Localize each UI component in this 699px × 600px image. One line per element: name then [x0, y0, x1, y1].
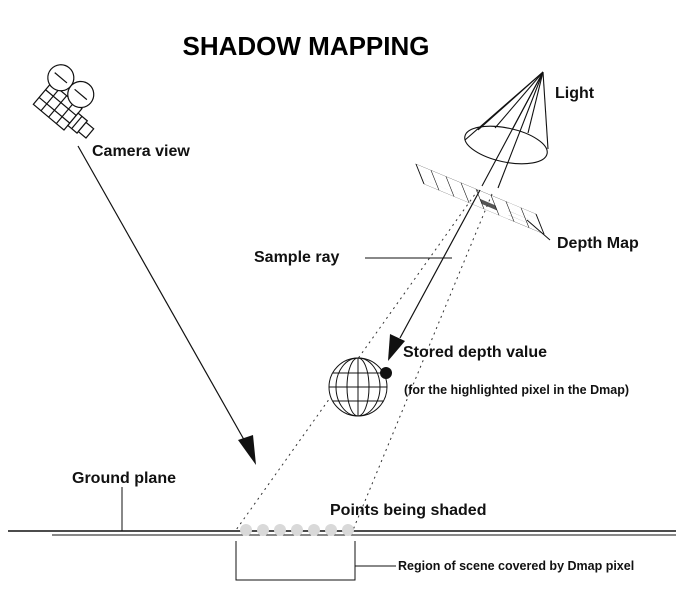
light-label: Light [555, 85, 595, 102]
shaded-point [291, 524, 303, 536]
region-label: Region of scene covered by Dmap pixel [398, 559, 634, 573]
depth-map-label: Depth Map [557, 235, 639, 252]
depth-map-leader [526, 219, 551, 241]
stored-depth-label: Stored depth value [403, 344, 547, 361]
region-bracket [235, 541, 396, 581]
ground-plane-label: Ground plane [72, 470, 176, 487]
sample-ray-arrowhead [388, 334, 405, 361]
shaded-point [274, 524, 286, 536]
highlighted-dmap-pixel [479, 198, 498, 211]
stored-depth-note: (for the highlighted pixel in the Dmap) [404, 383, 629, 397]
shaded-points-group [240, 524, 354, 536]
points-shaded-label: Points being shaded [330, 502, 486, 519]
sample-ray [388, 189, 481, 361]
shaded-point [240, 524, 252, 536]
sample-ray-label: Sample ray [254, 249, 339, 266]
stored-depth-point [380, 367, 392, 379]
ground-plane-line [8, 530, 676, 536]
dmap-pixel-frustum [235, 189, 493, 531]
camera-view-label: Camera view [92, 143, 190, 160]
shaded-point [342, 524, 354, 536]
shaded-point [325, 524, 337, 536]
diagram-title: SHADOW MAPPING [183, 31, 430, 61]
camera-icon [32, 64, 95, 139]
sphere-object [328, 357, 388, 417]
light-icon [464, 71, 549, 189]
shaded-point [308, 524, 320, 536]
camera-view-ray [77, 145, 256, 465]
shaded-point [257, 524, 269, 536]
camera-ray-arrowhead [238, 435, 256, 465]
